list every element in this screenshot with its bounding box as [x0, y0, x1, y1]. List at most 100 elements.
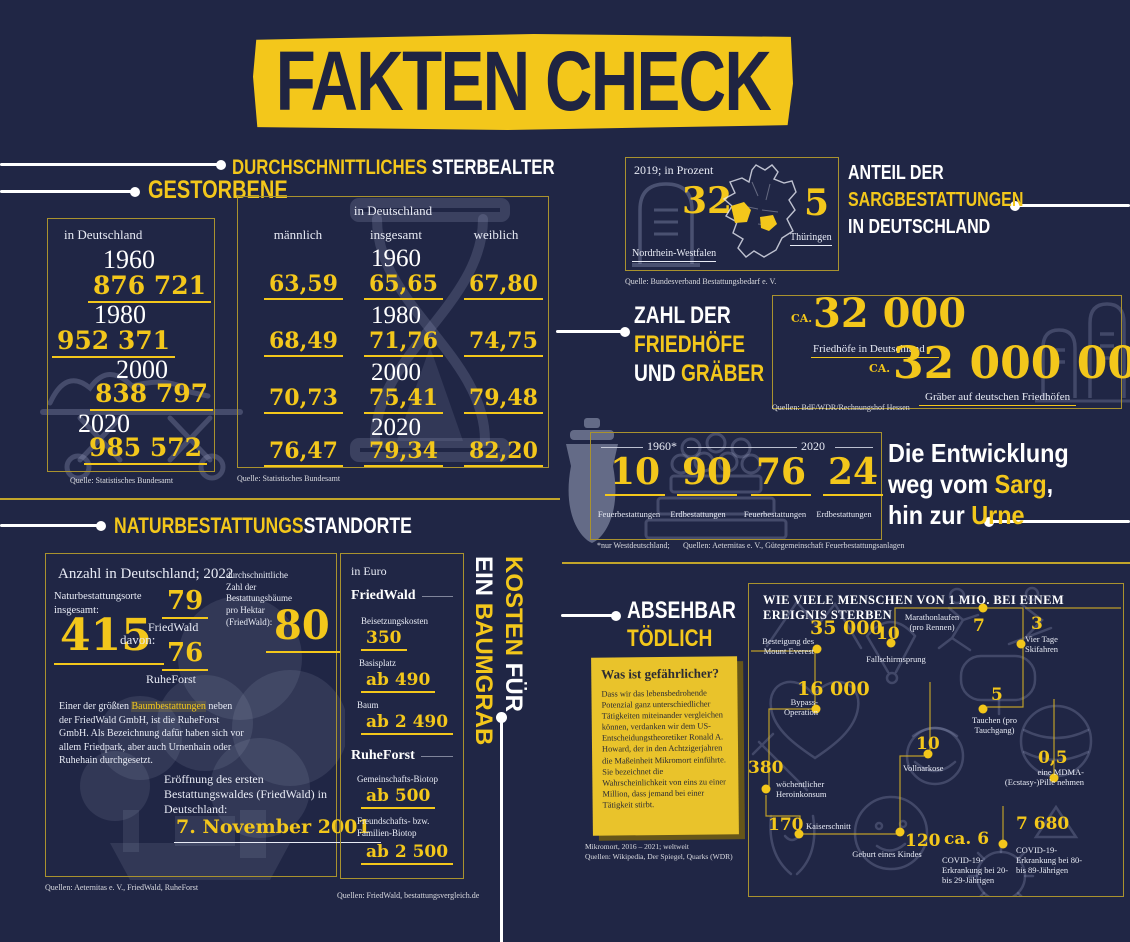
section-heading-sterbealter: DURCHSCHNITTLICHES STERBEALTER [232, 156, 555, 179]
stretcher-icon [40, 372, 243, 481]
kosten-item-value: ab 2 500 [361, 842, 454, 865]
runner-icon [948, 587, 966, 605]
micromort-source: Quellen: Wikipedia, Der Spiegel, Quarks … [585, 852, 733, 861]
sarg-nrw-label: Nordrhein-Westfalen [632, 248, 717, 262]
page-title: FAKTEN CHECK [275, 34, 772, 128]
virus-icon [975, 850, 1027, 896]
micromort-footnote: Mikromort, 2016 – 2021; weltweit [585, 842, 689, 851]
kosten-item-label: Freundschafts- bzw. Familien-Biotop [357, 816, 430, 838]
sterbealter-value: 65,65 [364, 271, 443, 300]
natur-ruheforst-value: 76 [162, 638, 209, 671]
micromort-value-vollnarkose: 10 [916, 734, 940, 754]
section-heading-friedhoefe: ZAHL DER FRIEDHÖFE UND GRÄBER [634, 302, 765, 387]
gestorbene-source: Quelle: Statistisches Bundesamt [70, 476, 174, 485]
header-line [687, 447, 797, 448]
naturbestattung-box: Anzahl in Deutschland; 2022 Naturbestatt… [45, 553, 381, 877]
micromort-label-mdma: eine MDMA-(Ecstasy-)Pille nehmen [1004, 767, 1084, 788]
micromort-chart-title: WIE VIELE MENSCHEN VON 1 MIO. BEI EINEM … [763, 593, 1065, 622]
absehbar-note: Was ist gefährlicher? Dass wir das leben… [591, 656, 739, 836]
micromort-value-heroin: 380 [748, 758, 784, 778]
kosten-box: in Euro FriedWald Beisetzungskosten 350 … [340, 553, 464, 879]
section-heading-baumgrab: KOSTEN FÜR EIN BAUMGRAB [470, 556, 527, 746]
entwicklung-year-left: 1960* [647, 439, 677, 453]
micromort-label-vollnarkose: Vollnarkose [903, 763, 944, 773]
kosten-item-value: ab 490 [361, 670, 436, 693]
sterbealter-year: 2000 [371, 359, 421, 386]
sterbealter-box-label: in Deutschland [353, 203, 433, 218]
baby-icon [853, 795, 929, 871]
friedhoefe-value-graeber: 32 000 000 [893, 338, 1130, 389]
micromort-value-bypass: 16 000 [797, 678, 870, 700]
friedhoefe-label: Gräber auf deutschen Friedhöfen [919, 391, 1077, 406]
sterbealter-value: 68,49 [264, 328, 343, 357]
natur-total-label: Naturbestattungsorte insgesamt: [54, 591, 142, 616]
parachute-icon [865, 620, 917, 674]
entwicklung-value: 10 [605, 451, 666, 496]
sterbealter-value: 76,47 [264, 438, 343, 467]
data-dots [761, 603, 1059, 849]
micromort-label-geburt: Geburt eines Kindes [852, 849, 922, 859]
micromort-chart: WIE VIELE MENSCHEN VON 1 MIO. BEI EINEM … [748, 583, 1124, 897]
germany-map-icon [722, 164, 797, 258]
micromort-value-mdma: 0,5 [1038, 748, 1068, 768]
note-title: Was ist gefährlicher? [601, 665, 720, 682]
natur-total-value: 415 [54, 610, 164, 665]
micromort-label-heroin: wöchentlicher Heroinkonsum [776, 779, 827, 800]
micromort-chart-canvas [751, 586, 1121, 896]
sterbealter-value: 79,48 [464, 385, 543, 414]
entwicklung-label: Feuerbestattungen [597, 509, 661, 519]
sarg-box-label: 2019; in Prozent [634, 163, 714, 177]
leader-dot-baumgrab [496, 712, 507, 723]
gestorbene-value: 838 797 [90, 379, 214, 411]
entwicklung-box: 1960* 2020 10 90 76 24 Feuerbestattungen… [590, 432, 884, 540]
title-banner: FAKTEN CHECK [253, 33, 793, 130]
micromort-value-kaiserschnitt: 170 [768, 815, 804, 835]
section-heading-entwicklung: Die Entwicklung weg vom Sarg, hin zur Ur… [888, 438, 1069, 530]
kosten-item-label: Beisetzungskosten [361, 616, 428, 626]
natur-paragraph: Einer der größten Baumbestattungen neben… [59, 701, 244, 766]
header-line [835, 447, 873, 448]
entwicklung-value: 90 [677, 451, 738, 496]
leader-line-urne [984, 516, 1130, 527]
friedhoefe-source: Quellen: BdF/WDR/Rechnungshof Hessen [772, 403, 910, 412]
sarg-nrw-value: 32 [682, 180, 733, 222]
column-header: weiblich [473, 227, 519, 242]
note-text: Dass wir das lebensbedrohende Potenzial … [601, 688, 726, 810]
entwicklung-value: 76 [751, 451, 812, 496]
sarg-source: Quelle: Bundesverband Bestattungsbedarf … [625, 277, 777, 286]
entwicklung-label: Feuerbestattungen [743, 509, 807, 519]
micromort-value-geburt: 120 [905, 831, 941, 851]
sterbealter-source: Quelle: Statistisches Bundesamt [237, 474, 341, 483]
sterbealter-box: in Deutschland männlich insgesamt weibli… [237, 196, 549, 468]
kosten-source: Quellen: FriedWald, bestattungsvergleich… [337, 891, 480, 900]
leader-line-friedhoefe [556, 326, 630, 337]
gestorbene-year: 2020 [78, 409, 130, 438]
kosten-item-value: ab 2 490 [361, 712, 454, 735]
micromort-value-covid20: ca. 6 [944, 829, 990, 849]
leader-line-sterbealter [0, 159, 226, 170]
sterbealter-value: 71,76 [364, 328, 443, 357]
sterbealter-value: 79,34 [364, 438, 443, 467]
entwicklung-source: Quellen: Aeternitas e. V., Gütegemeinsch… [683, 541, 905, 550]
section-heading-absehbar: ABSEHBAR TÖDLICH [627, 597, 736, 652]
micromort-label-ski: Vier Tage Skifahren [1025, 634, 1059, 655]
sterbealter-year: 1980 [371, 302, 421, 329]
section-heading-naturbestattung: NATURBESTATTUNGSSTANDORTE [114, 513, 412, 538]
natur-friedwald-label: FriedWald [148, 620, 199, 634]
leader-line-absehbar [561, 610, 621, 621]
gestorbene-year: 1980 [94, 300, 146, 329]
entwicklung-label: Erdbestattungen [816, 509, 872, 519]
micromort-value-marathon: 7 [973, 616, 985, 636]
header-line [601, 447, 643, 448]
sterbealter-value: 67,80 [464, 271, 543, 300]
sterbealter-year: 2020 [371, 414, 421, 441]
micromort-label-tauchen: Tauchen (pro Tauchgang) [972, 715, 1017, 736]
leader-line-naturbestattung [0, 520, 106, 531]
natur-hektar-value: 80 [266, 602, 340, 653]
kosten-friedwald-header: FriedWald [351, 588, 453, 604]
kosten-item-label: Gemeinschafts-Biotop [357, 774, 438, 784]
heart-icon [769, 680, 860, 760]
gestorbene-value: 952 371 [52, 326, 176, 358]
gestorbene-value: 876 721 [88, 271, 212, 303]
